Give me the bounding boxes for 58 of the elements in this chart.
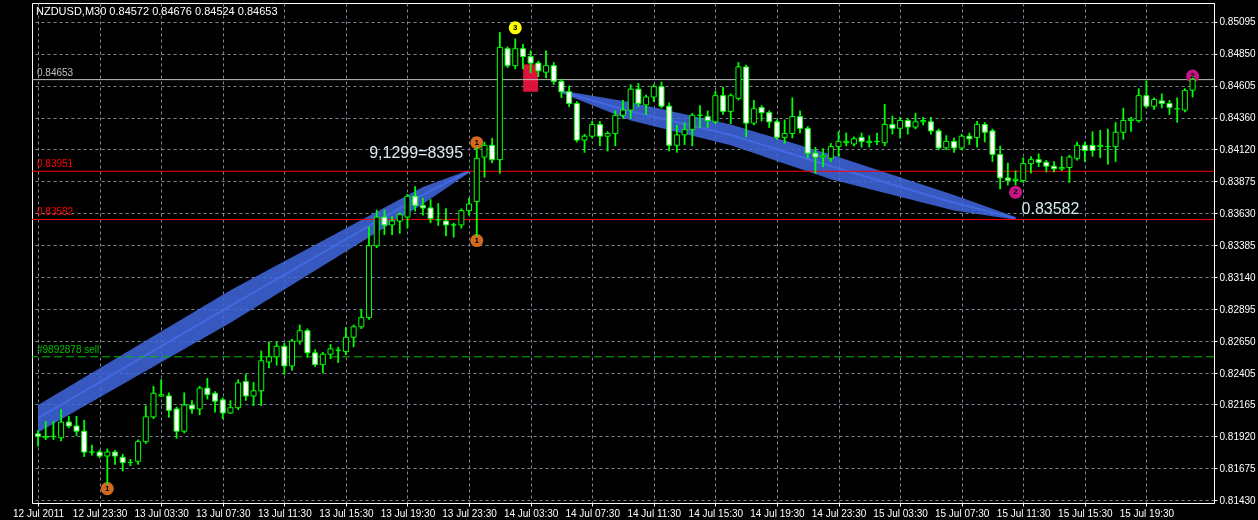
y-tick-label: 0.83140 — [1219, 271, 1257, 283]
ref-line-label: 0.83582 — [37, 206, 74, 218]
y-tick-label: 0.84605 — [1219, 80, 1257, 92]
x-tick-label: 14 Jul 15:30 — [688, 507, 744, 519]
y-tick-label: 0.82405 — [1219, 367, 1257, 379]
candlestick — [88, 444, 95, 456]
candlestick — [42, 421, 49, 440]
candlestick — [543, 50, 550, 79]
annotation: 1 — [474, 137, 480, 147]
candlestick — [450, 222, 457, 238]
x-tick-label: 13 Jul 23:30 — [442, 507, 498, 519]
annotation: 9,1299=8395 — [369, 144, 464, 162]
x-tick-label: 12 Jul 23:30 — [72, 507, 128, 519]
y-tick-label: 0.81675 — [1219, 462, 1257, 474]
candlestick — [135, 439, 142, 465]
x-tick-label: 15 Jul 19:30 — [1119, 507, 1175, 519]
x-tick-label: 14 Jul 03:30 — [503, 507, 559, 519]
annotation: 2 — [1190, 71, 1196, 81]
x-tick-label: 15 Jul 15:30 — [1058, 507, 1113, 519]
candlestick — [1128, 116, 1134, 132]
y-tick-label: 0.84120 — [1219, 143, 1257, 155]
y-tick-label: 0.81920 — [1219, 430, 1257, 442]
y-tick-label: 0.81430 — [1219, 494, 1257, 506]
x-tick-label: 13 Jul 11:30 — [257, 507, 313, 519]
ref-line-label: 0.84653 — [37, 66, 74, 78]
ref-line-label: 0.83951 — [37, 158, 74, 170]
x-tick-label: 13 Jul 07:30 — [196, 507, 251, 519]
x-tick-label: 13 Jul 19:30 — [380, 507, 436, 519]
annotation: 1 — [474, 235, 480, 245]
candlestick — [35, 430, 42, 447]
x-tick-label: 15 Jul 03:30 — [873, 507, 929, 519]
y-tick-label: 0.84360 — [1219, 112, 1257, 124]
x-tick-label: 13 Jul 15:30 — [319, 507, 375, 519]
y-tick-label: 0.82895 — [1219, 303, 1257, 315]
chart-title: NZDUSD,M30 0.84572 0.84676 0.84524 0.84653 — [36, 5, 278, 17]
y-tick-label: 0.83385 — [1219, 239, 1257, 251]
x-tick-label: 14 Jul 19:30 — [750, 507, 806, 519]
ref-line-label: #9892878 sell — [37, 343, 100, 355]
y-tick-label: 0.82165 — [1219, 398, 1257, 410]
candlestick — [58, 409, 65, 442]
x-tick-label: 14 Jul 07:30 — [565, 507, 621, 519]
annotation: 1 — [105, 483, 111, 493]
annotation: 3 — [513, 22, 519, 32]
y-tick-label: 0.82650 — [1219, 335, 1257, 347]
candlestick — [797, 110, 804, 134]
x-tick-label: 15 Jul 11:30 — [996, 507, 1052, 519]
y-tick-label: 0.83630 — [1219, 207, 1257, 219]
y-tick-label: 0.84850 — [1219, 48, 1257, 60]
y-tick-label: 0.83875 — [1219, 175, 1257, 187]
y-tick-label: 0.85095 — [1219, 16, 1257, 28]
x-tick-label: 14 Jul 11:30 — [627, 507, 682, 519]
x-tick-label: 15 Jul 07:30 — [934, 507, 990, 519]
x-tick-label: 14 Jul 23:30 — [811, 507, 867, 519]
candlestick — [442, 208, 449, 237]
x-tick-label: 13 Jul 03:30 — [134, 507, 190, 519]
x-tick-label: 12 Jul 2011 — [13, 507, 65, 519]
annotation: 0.83582 — [1021, 200, 1080, 218]
annotation: 2 — [1013, 187, 1019, 197]
